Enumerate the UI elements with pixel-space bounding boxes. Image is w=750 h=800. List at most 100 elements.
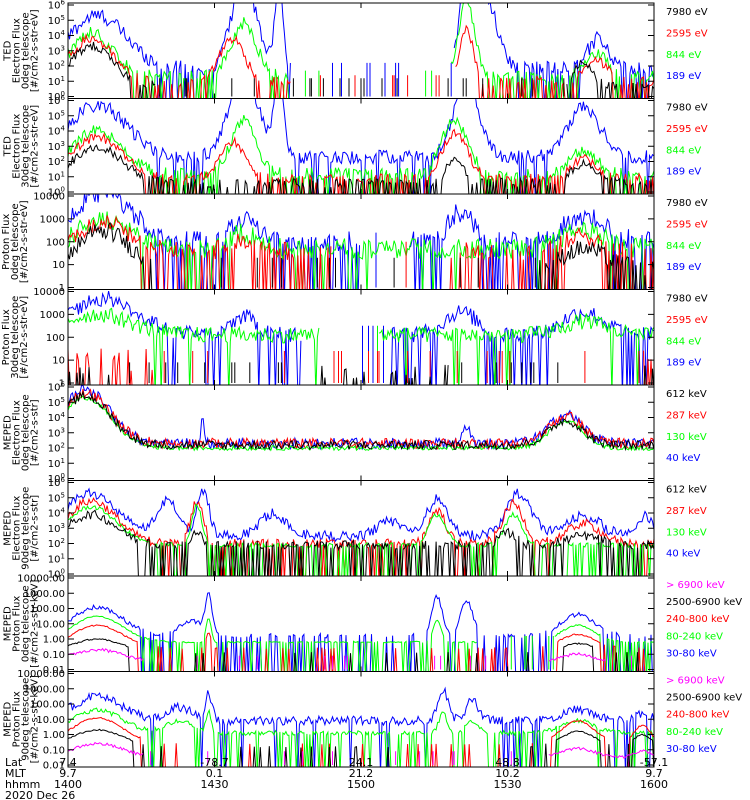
- x-tick-label-lat: 24.1: [349, 756, 374, 769]
- y-axis-label-line: TED: [3, 136, 14, 157]
- y-axis-label-line: 30deg telescope: [10, 296, 21, 379]
- x-tick-label-lat: -57.1: [640, 756, 668, 769]
- legend-item: 844 eV: [666, 336, 701, 347]
- y-axis-label-line: Proton Flux: [1, 214, 12, 270]
- y-tick-label: 0.10: [43, 745, 65, 756]
- y-axis-label-line: 0deg telescope: [21, 12, 32, 89]
- panel-meped-p-90: 10000.00 1000.00 100.00 10.00 1.00 0.10 0.01 ME…: [3, 669, 743, 772]
- y-axis-label-line: Electron Flux: [12, 18, 23, 83]
- y-tick-label: 100.00: [30, 700, 65, 711]
- legend-item: 80-240 keV: [666, 727, 723, 738]
- y-axis-label-line: [#/cm2-s-str-keV]: [30, 675, 41, 763]
- x-tick-label-mlt: 0.1: [206, 767, 224, 780]
- series-line-black: [68, 41, 654, 99]
- series-line-blue: [68, 686, 654, 767]
- series-line-red: [68, 24, 654, 99]
- y-tick-label: 1: [59, 379, 65, 390]
- series-line-black: [68, 362, 654, 385]
- y-tick-label: 10: [52, 260, 65, 271]
- y-tick-label: 1.00: [43, 635, 65, 646]
- y-tick-label: 10.00: [36, 619, 65, 630]
- y-tick-label: 1.00: [43, 730, 65, 741]
- y-axis-label-line: Proton Flux: [12, 596, 23, 652]
- y-axis-label-line: MEPED: [3, 606, 14, 641]
- x-tick-label-hhmm: 1600: [640, 778, 668, 791]
- y-tick-label: 100: [46, 333, 65, 344]
- y-axis-label-line: [#/cm2-s-str-eV]: [19, 296, 30, 379]
- y-axis-label-line: [#/cm2-s-str]: [30, 399, 41, 466]
- legend-item: 240-800 keV: [666, 614, 730, 625]
- series-line-red: [68, 215, 654, 290]
- legend-item: 2595 eV: [666, 315, 708, 326]
- series-line-green: [68, 615, 654, 672]
- series-line-magenta: [68, 741, 654, 765]
- series-line-black: [68, 728, 654, 767]
- series-line-magenta: [68, 647, 632, 670]
- x-tick-label-hhmm: 1500: [347, 778, 375, 791]
- x-tick-label-mlt: 9.7: [645, 767, 663, 780]
- y-tick-label: 1: [59, 283, 65, 294]
- y-tick-label: 0.10: [43, 650, 65, 661]
- y-axis-label-line: TED: [3, 40, 14, 61]
- y-tick-label: 10000: [33, 192, 65, 203]
- legend-item: 844 eV: [666, 50, 701, 61]
- legend-item: 80-240 keV: [666, 631, 723, 642]
- legend-item: 844 eV: [666, 241, 701, 252]
- y-axis-label-line: MEPED: [3, 510, 14, 545]
- x-axis-label-lat: Lat: [5, 756, 23, 769]
- series-line-black: [68, 144, 653, 194]
- y-axis-label-line: 90deg telescope: [21, 487, 32, 570]
- y-axis-label-line: 0deg telescope: [10, 203, 21, 280]
- y-axis-label-line: [#/cm2-s-str]: [30, 495, 41, 562]
- series-line-green: [68, 114, 654, 194]
- legend-item: 612 keV: [666, 389, 707, 400]
- legend-item: 130 keV: [666, 527, 707, 538]
- y-axis-label-line: [#/cm2-s-str-eV]: [19, 200, 30, 283]
- series-line-green: [68, 3, 654, 99]
- legend-item: > 6900 keV: [666, 676, 725, 687]
- x-tick-label-mlt: 10.2: [495, 767, 520, 780]
- y-tick-label: 1000.00: [24, 684, 65, 695]
- y-tick-label: 10000: [33, 287, 65, 298]
- legend-item: 2595 eV: [666, 124, 708, 135]
- y-tick-label: 0.01: [43, 665, 65, 676]
- y-axis-label-line: MEPED: [3, 415, 14, 450]
- y-tick-label: 1000: [40, 310, 65, 321]
- y-tick-label: 100.00: [30, 604, 65, 615]
- x-axis-label-mlt: MLT: [5, 767, 26, 780]
- x-tick-label-mlt: 21.2: [349, 767, 374, 780]
- x-tick-label-lat: 7.4: [59, 756, 77, 769]
- y-axis-label-line: [#/cm2-s-str-eV]: [30, 105, 41, 188]
- series-line-red: [68, 497, 654, 576]
- legend-item: 189 eV: [666, 71, 701, 82]
- legend-item: 2595 eV: [666, 28, 708, 39]
- legend-item: 40 keV: [666, 549, 700, 560]
- legend-item: 7980 eV: [666, 294, 708, 305]
- legend-item: 30-80 keV: [666, 648, 717, 659]
- legend-item: 7980 eV: [666, 7, 708, 18]
- y-tick-label: 106: [48, 0, 66, 12]
- series-line-red: [68, 716, 654, 767]
- series-line-red: [68, 128, 654, 194]
- y-tick-label: 10000.00: [17, 669, 65, 680]
- y-tick-label: 10: [52, 356, 65, 367]
- x-tick-label-hhmm: 1400: [54, 778, 82, 791]
- series-line-blue: [68, 3, 654, 99]
- legend-item: > 6900 keV: [666, 580, 725, 591]
- legend-item: 2500-6900 keV: [666, 693, 742, 704]
- series-line-blue: [68, 592, 653, 672]
- legend-item: 189 eV: [666, 262, 701, 273]
- y-tick-label: 1000.00: [24, 589, 65, 600]
- y-tick-label: 10.00: [36, 715, 65, 726]
- y-axis-label-line: 0deg telescope: [21, 394, 32, 471]
- series-line-black: [68, 221, 654, 290]
- series-line-green: [68, 211, 654, 290]
- plot-date: 2020 Dec 26: [5, 789, 75, 800]
- x-tick-label-hhmm: 1530: [494, 778, 522, 791]
- series-line-green: [68, 707, 654, 767]
- series-line-black: [68, 509, 654, 576]
- y-axis-label-line: Electron Flux: [12, 114, 23, 179]
